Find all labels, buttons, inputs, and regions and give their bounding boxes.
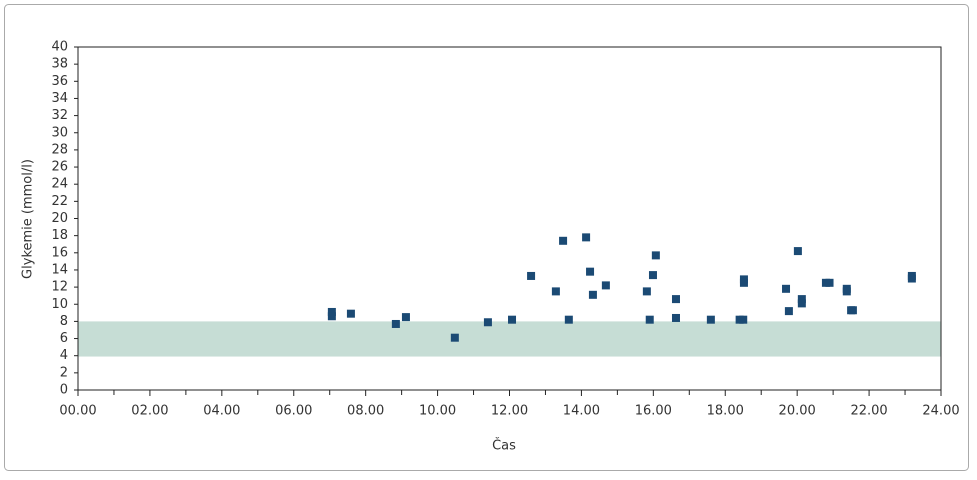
y-tick-label: 0	[60, 383, 68, 398]
y-tick-label: 16	[51, 245, 68, 260]
point	[907, 274, 916, 283]
y-tick-label: 2	[60, 365, 68, 380]
y-tick-label: 10	[51, 297, 68, 312]
point	[327, 312, 336, 321]
point	[588, 290, 597, 299]
y-tick-label: 22	[51, 194, 68, 209]
point	[671, 313, 680, 322]
point	[559, 236, 568, 245]
point	[586, 267, 595, 276]
point	[327, 307, 336, 316]
x-tick-label: 14.00	[563, 404, 600, 419]
y-tick-label: 6	[60, 331, 68, 346]
x-tick-label: 16.00	[635, 404, 672, 419]
point	[391, 319, 400, 328]
target-band	[78, 321, 941, 357]
point	[508, 315, 517, 324]
point	[582, 233, 591, 242]
x-tick-label: 10.00	[419, 404, 456, 419]
point	[346, 309, 355, 318]
y-tick-label: 40	[51, 40, 68, 55]
x-tick-label: 06.00	[275, 404, 312, 419]
point	[848, 306, 857, 315]
y-tick-label: 12	[51, 280, 68, 295]
point	[401, 313, 410, 322]
point	[797, 299, 806, 308]
point	[793, 247, 802, 256]
point	[671, 295, 680, 304]
point	[739, 315, 748, 324]
frame	[4, 4, 969, 471]
x-tick-label: 08.00	[347, 404, 384, 419]
x-tick-label: 02.00	[131, 404, 168, 419]
point	[642, 287, 651, 296]
y-tick-label: 8	[60, 314, 68, 329]
x-tick-label: 00.00	[59, 404, 96, 419]
y-axis-label: Glykemie (mmol/l)	[21, 159, 36, 279]
point	[651, 251, 660, 260]
y-tick-label: 26	[51, 160, 68, 175]
point	[527, 271, 536, 280]
point	[551, 287, 560, 296]
point	[739, 278, 748, 287]
point	[601, 281, 610, 290]
x-tick-label: 24.00	[922, 404, 959, 419]
y-tick-label: 24	[51, 177, 68, 192]
y-tick-label: 20	[51, 211, 68, 226]
y-tick-label: 36	[51, 74, 68, 89]
y-tick-label: 38	[51, 57, 68, 72]
point	[782, 284, 791, 293]
y-tick-label: 18	[51, 228, 68, 243]
point	[797, 295, 806, 304]
point	[784, 307, 793, 316]
point	[450, 333, 459, 342]
point	[483, 318, 492, 327]
x-tick-label: 22.00	[850, 404, 887, 419]
y-tick-label: 14	[51, 262, 68, 277]
x-tick-label: 20.00	[779, 404, 816, 419]
point	[706, 315, 715, 324]
y-tick-label: 4	[60, 348, 68, 363]
point	[825, 278, 834, 287]
x-tick-label: 12.00	[491, 404, 528, 419]
y-tick-label: 30	[51, 125, 68, 140]
point	[645, 315, 654, 324]
y-tick-label: 32	[51, 108, 68, 123]
x-tick-label: 04.00	[203, 404, 240, 419]
y-tick-label: 34	[51, 91, 68, 106]
x-axis-label: Čas	[492, 438, 516, 454]
point	[564, 315, 573, 324]
y-tick-label: 28	[51, 142, 68, 157]
x-tick-label: 18.00	[707, 404, 744, 419]
point	[842, 287, 851, 296]
point	[648, 271, 657, 280]
